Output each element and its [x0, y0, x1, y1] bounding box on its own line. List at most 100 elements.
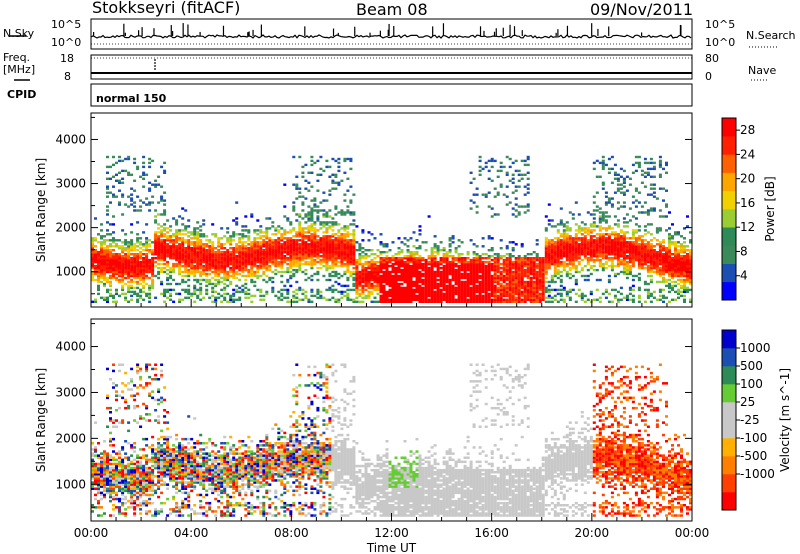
heatmap-cell — [643, 247, 647, 250]
heatmap-cell — [430, 294, 434, 298]
heatmap-cell — [199, 274, 203, 278]
heatmap-cell — [241, 264, 245, 268]
heatmap-cell — [238, 262, 242, 266]
heatmap-cell — [559, 251, 563, 254]
heatmap-cell — [662, 294, 665, 298]
heatmap-cell — [229, 241, 233, 244]
heatmap-cell — [472, 298, 476, 301]
heatmap-cell — [400, 251, 404, 254]
heatmap-cell — [610, 227, 614, 230]
heatmap-cell — [496, 280, 500, 284]
heatmap-cell — [307, 245, 311, 248]
heatmap-cell — [649, 167, 653, 171]
heatmap-cell — [406, 288, 410, 292]
heatmap-cell — [559, 233, 563, 236]
heatmap-cell — [196, 266, 200, 270]
heatmap-cell — [250, 247, 254, 250]
heatmap-cell — [427, 288, 431, 292]
heatmap-cell — [286, 290, 290, 294]
heatmap-cell — [409, 280, 413, 284]
heatmap-cell — [451, 268, 455, 272]
heatmap-cell — [280, 255, 284, 258]
heatmap-cell — [616, 237, 620, 240]
heatmap-cell — [547, 290, 551, 294]
heatmap-cell — [247, 262, 251, 266]
heatmap-cell — [109, 177, 112, 180]
heatmap-cell — [292, 258, 296, 262]
heatmap-cell — [424, 286, 428, 290]
heatmap-cell — [160, 245, 164, 248]
heatmap-cell — [220, 247, 224, 250]
nave-tick-high: 80 — [705, 52, 719, 65]
heatmap-cell — [559, 221, 563, 224]
heatmap-cell — [547, 243, 551, 246]
heatmap-cell — [235, 284, 239, 288]
heatmap-cell — [415, 251, 419, 254]
heatmap-cell — [400, 282, 404, 286]
heatmap-cell — [145, 292, 149, 296]
heatmap-cell — [319, 221, 323, 224]
heatmap-cell — [292, 251, 296, 254]
heatmap-cell — [424, 262, 428, 266]
heatmap-cell — [643, 251, 647, 254]
heatmap-cell — [457, 270, 461, 274]
heatmap-cell — [364, 294, 368, 298]
heatmap-cell — [538, 284, 542, 288]
heatmap-cell — [310, 247, 314, 250]
heatmap-cell — [130, 231, 134, 234]
heatmap-cell — [337, 239, 341, 242]
heatmap-cell — [568, 258, 572, 262]
heatmap-cell — [160, 247, 164, 250]
heatmap-cell — [307, 171, 311, 174]
heatmap-cell — [490, 278, 494, 282]
heatmap-cell — [475, 286, 479, 290]
heatmap-cell — [559, 223, 563, 226]
heatmap-cell — [565, 292, 569, 296]
heatmap-cell — [307, 276, 311, 280]
heatmap-cell — [595, 191, 599, 194]
heatmap-cell — [526, 292, 530, 296]
heatmap-cell — [343, 157, 347, 161]
heatmap-cell — [613, 163, 617, 167]
heatmap-cell — [523, 270, 527, 274]
heatmap-cell — [334, 205, 338, 208]
heatmap-cell — [628, 288, 632, 292]
heatmap-cell — [472, 251, 476, 254]
heatmap-cell — [610, 203, 614, 206]
heatmap-cell — [535, 257, 539, 260]
heatmap-cell — [529, 253, 533, 256]
heatmap-cell — [238, 286, 242, 290]
heatmap-cell — [616, 257, 620, 260]
heatmap-cell — [652, 187, 656, 190]
heatmap-cell — [259, 231, 263, 234]
heatmap-cell — [601, 262, 605, 266]
heatmap-cell — [553, 255, 557, 258]
heatmap-cell — [430, 268, 434, 272]
heatmap-cell — [169, 239, 173, 242]
heatmap-cell — [568, 227, 572, 230]
heatmap-cell — [238, 239, 242, 242]
heatmap-cell — [529, 284, 533, 288]
heatmap-cell — [229, 280, 233, 284]
heatmap-cell — [562, 266, 566, 270]
heatmap-cell — [295, 270, 299, 274]
heatmap-cell — [601, 257, 605, 260]
heatmap-cell — [481, 237, 485, 240]
heatmap-cell — [91, 253, 94, 256]
heatmap-cell — [247, 260, 251, 264]
heatmap-cell — [469, 288, 473, 292]
heatmap-cell — [241, 260, 245, 264]
heatmap-cell — [211, 270, 215, 274]
heatmap-cell — [616, 241, 620, 244]
heatmap-cell — [418, 257, 422, 260]
heatmap-cell — [352, 231, 356, 234]
heatmap-cell — [130, 193, 134, 196]
heatmap-cell — [400, 241, 404, 244]
heatmap-cell — [448, 260, 452, 264]
heatmap-cell — [517, 272, 521, 276]
heatmap-cell — [361, 276, 365, 280]
heatmap-cell — [631, 237, 635, 240]
heatmap-cell — [580, 239, 584, 242]
heatmap-cell — [226, 227, 230, 230]
heatmap-cell — [397, 274, 401, 278]
